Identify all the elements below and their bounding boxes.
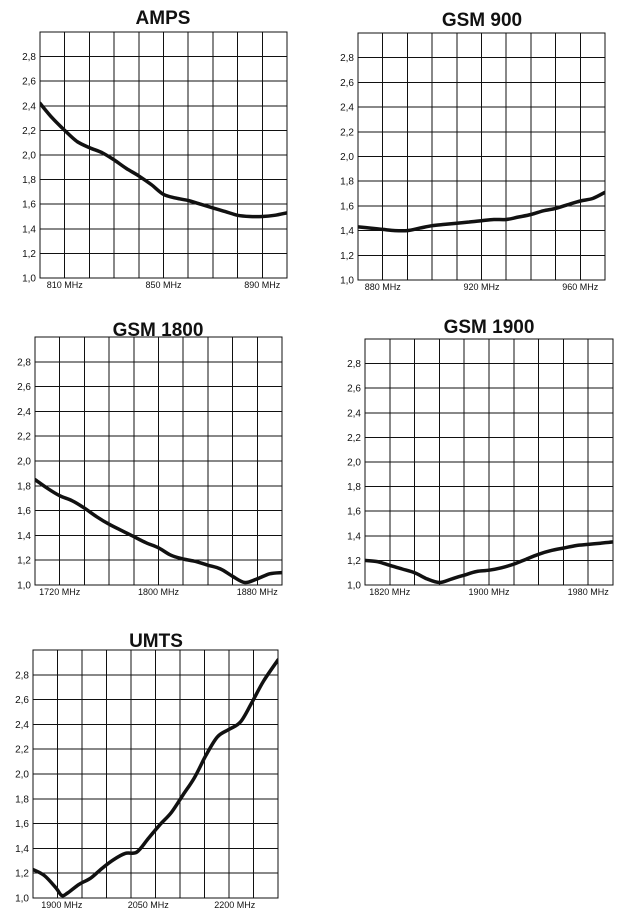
y-tick-label: 1,4 <box>347 531 361 542</box>
chart-gsm-1800: GSM 1800 1,0 1,2 1,4 1,6 1,8 2,0 2,2 2,4 2,6 2,8 17… <box>0 310 300 610</box>
y-tick-label: 1,4 <box>22 224 36 235</box>
chart-title: UMTS <box>129 631 183 652</box>
y-tick-label: 1,8 <box>340 177 354 188</box>
y-tick-label: 1,2 <box>17 556 31 567</box>
y-tick-label: 2,8 <box>15 670 29 681</box>
x-tick-label: 960 MHz <box>562 282 599 292</box>
y-tick-label: 2,0 <box>17 457 31 468</box>
plot-frame <box>34 336 283 586</box>
y-tick-label: 2,6 <box>17 382 31 393</box>
chart-title: GSM 1900 <box>444 317 535 338</box>
chart-umts: UMTS 1,0 1,2 1,4 1,6 1,8 2,0 2,2 2,4 2,6 2,8 1900 M… <box>0 625 300 915</box>
y-tick-label: 2,4 <box>340 103 354 114</box>
y-tick-label: 2,6 <box>340 78 354 89</box>
y-tick-label: 1,4 <box>340 226 354 237</box>
y-tick-label: 1,2 <box>15 869 29 880</box>
y-tick-label: 1,4 <box>15 844 29 855</box>
plot-frame <box>357 32 606 281</box>
y-tick-label: 1,0 <box>347 581 361 592</box>
chart-svg: GSM 900 1,0 1,2 1,4 1,6 1,8 2,0 2,2 2,4 2,6 2,8 880… <box>340 10 606 292</box>
series-line <box>35 477 282 585</box>
series-line <box>365 540 613 585</box>
x-tick-label: 890 MHz <box>244 280 281 290</box>
y-tick-label: 1,0 <box>15 894 29 905</box>
x-tick-label: 2200 MHz <box>214 900 256 910</box>
x-tick-label: 810 MHz <box>47 280 84 290</box>
y-tick-label: 2,0 <box>347 458 361 469</box>
chart-gsm-1900: GSM 1900 1,0 1,2 1,4 1,6 1,8 2,0 2,2 2,4 2,6 2,8 18… <box>320 310 620 610</box>
y-tick-label: 2,6 <box>22 77 36 88</box>
plot-frame <box>364 338 614 586</box>
y-tick-label: 1,2 <box>340 251 354 262</box>
x-tick-label: 880 MHz <box>365 282 402 292</box>
x-tick-label: 850 MHz <box>145 280 182 290</box>
series-line <box>33 658 278 898</box>
chart-gsm-900: GSM 900 1,0 1,2 1,4 1,6 1,8 2,0 2,2 2,4 2,6 2,8 880… <box>320 0 620 300</box>
chart-svg: GSM 1900 1,0 1,2 1,4 1,6 1,8 2,0 2,2 2,4 2,6 2,8 18… <box>347 317 614 597</box>
series-line <box>358 190 605 233</box>
chart-title: GSM 900 <box>442 10 522 31</box>
y-tick-label: 2,0 <box>22 151 36 162</box>
y-tick-label: 2,2 <box>340 127 354 138</box>
plot-frame <box>39 31 288 279</box>
x-tick-label: 1900 MHz <box>468 587 510 597</box>
y-tick-label: 1,6 <box>15 819 29 830</box>
y-tick-label: 1,2 <box>347 556 361 567</box>
y-tick-label: 2,8 <box>340 53 354 64</box>
x-tick-label: 1880 MHz <box>237 587 279 597</box>
y-tick-label: 2,8 <box>347 359 361 370</box>
y-tick-label: 2,8 <box>17 357 31 368</box>
y-tick-label: 1,6 <box>22 200 36 211</box>
y-tick-label: 1,4 <box>17 531 31 542</box>
y-tick-label: 1,0 <box>17 581 31 592</box>
x-tick-label: 1800 MHz <box>138 587 180 597</box>
y-tick-label: 1,0 <box>340 276 354 287</box>
x-tick-label: 1820 MHz <box>369 587 411 597</box>
x-tick-label: 2050 MHz <box>128 900 170 910</box>
chart-svg: AMPS 1,0 1,2 1,4 1,6 1,8 2,0 2,2 2,4 2,6 2,8 810 MH… <box>22 8 288 290</box>
y-tick-label: 1,0 <box>22 274 36 285</box>
y-tick-label: 1,6 <box>347 507 361 518</box>
y-tick-label: 2,2 <box>22 126 36 137</box>
y-tick-label: 1,8 <box>15 794 29 805</box>
y-tick-label: 2,0 <box>340 152 354 163</box>
y-tick-label: 2,4 <box>347 408 361 419</box>
y-tick-label: 2,0 <box>15 770 29 781</box>
series-line <box>40 101 287 219</box>
chart-svg: GSM 1800 1,0 1,2 1,4 1,6 1,8 2,0 2,2 2,4 2,6 2,8 17… <box>17 320 283 597</box>
y-tick-label: 1,2 <box>22 249 36 260</box>
x-tick-label: 1900 MHz <box>41 900 83 910</box>
x-tick-label: 1980 MHz <box>568 587 610 597</box>
chart-title: AMPS <box>136 8 191 29</box>
y-tick-label: 2,2 <box>347 433 361 444</box>
y-tick-label: 2,2 <box>17 432 31 443</box>
y-tick-label: 2,8 <box>22 52 36 63</box>
y-tick-label: 1,8 <box>347 482 361 493</box>
y-tick-label: 1,8 <box>22 175 36 186</box>
y-tick-label: 1,6 <box>340 201 354 212</box>
y-tick-label: 2,4 <box>17 407 31 418</box>
y-tick-label: 2,4 <box>22 101 36 112</box>
y-tick-label: 2,6 <box>15 695 29 706</box>
y-tick-label: 2,6 <box>347 384 361 395</box>
y-tick-label: 1,6 <box>17 506 31 517</box>
y-tick-label: 2,2 <box>15 745 29 756</box>
chart-title: GSM 1800 <box>113 320 204 341</box>
chart-amps: AMPS 1,0 1,2 1,4 1,6 1,8 2,0 2,2 2,4 2,6 2,8 810 MH… <box>0 0 300 300</box>
x-tick-label: 920 MHz <box>463 282 500 292</box>
y-tick-label: 2,4 <box>15 720 29 731</box>
y-tick-label: 1,8 <box>17 481 31 492</box>
plot-frame <box>32 649 279 899</box>
x-tick-label: 1720 MHz <box>39 587 81 597</box>
chart-svg: UMTS 1,0 1,2 1,4 1,6 1,8 2,0 2,2 2,4 2,6 2,8 1900 M… <box>15 631 279 910</box>
